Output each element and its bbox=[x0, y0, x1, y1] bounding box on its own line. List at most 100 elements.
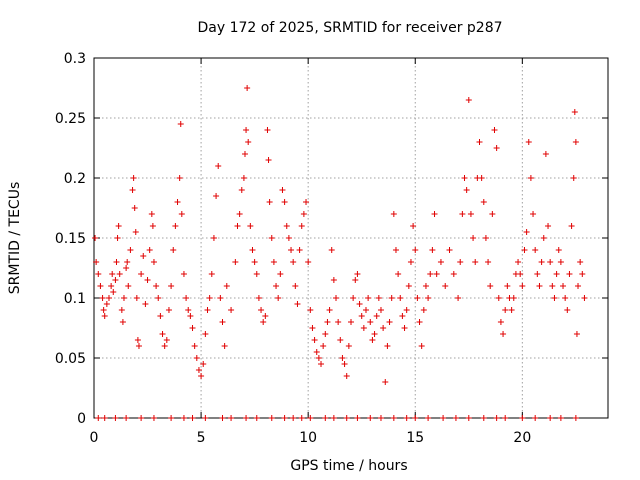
data-point bbox=[127, 247, 134, 253]
data-point bbox=[532, 247, 539, 253]
data-point bbox=[133, 295, 140, 301]
data-point bbox=[215, 163, 222, 169]
zero-data-point bbox=[465, 415, 472, 421]
data-point bbox=[313, 349, 320, 355]
data-point bbox=[135, 343, 142, 349]
data-point bbox=[457, 259, 464, 265]
data-point bbox=[482, 235, 489, 241]
zero-data-point bbox=[290, 415, 297, 421]
zero-data-point bbox=[330, 415, 337, 421]
data-point bbox=[157, 313, 164, 319]
data-point bbox=[540, 235, 547, 241]
zero-data-point bbox=[502, 415, 509, 421]
data-point bbox=[124, 259, 131, 265]
data-point bbox=[116, 271, 123, 277]
data-point bbox=[476, 139, 483, 145]
zero-data-point bbox=[202, 415, 209, 421]
zero-data-point bbox=[572, 415, 579, 421]
data-point bbox=[407, 259, 414, 265]
data-point bbox=[223, 283, 230, 289]
zero-data-point bbox=[440, 415, 447, 421]
data-point bbox=[392, 247, 399, 253]
zero-data-point bbox=[377, 415, 384, 421]
data-point bbox=[418, 343, 425, 349]
data-point bbox=[180, 271, 187, 277]
data-point bbox=[487, 283, 494, 289]
data-point bbox=[187, 313, 194, 319]
data-point bbox=[410, 223, 417, 229]
data-point bbox=[281, 199, 288, 205]
data-point bbox=[95, 271, 102, 277]
data-point bbox=[536, 283, 543, 289]
zero-data-point bbox=[547, 415, 554, 421]
data-point bbox=[375, 295, 382, 301]
data-point bbox=[478, 175, 485, 181]
data-point bbox=[142, 301, 149, 307]
data-point bbox=[268, 235, 275, 241]
data-point bbox=[260, 319, 267, 325]
data-point bbox=[350, 295, 357, 301]
data-point bbox=[575, 283, 582, 289]
data-point bbox=[377, 307, 384, 313]
data-point bbox=[97, 283, 104, 289]
data-point bbox=[144, 277, 151, 283]
zero-data-point bbox=[253, 415, 260, 421]
data-point bbox=[303, 199, 310, 205]
data-point bbox=[200, 361, 207, 367]
data-point bbox=[560, 283, 567, 289]
data-point bbox=[491, 127, 498, 133]
data-point bbox=[165, 307, 172, 313]
data-point bbox=[549, 283, 556, 289]
data-point bbox=[204, 307, 211, 313]
data-point bbox=[442, 283, 449, 289]
data-point bbox=[294, 301, 301, 307]
data-point bbox=[315, 355, 322, 361]
data-point bbox=[103, 301, 110, 307]
data-point bbox=[510, 295, 517, 301]
data-point bbox=[198, 373, 205, 379]
data-point bbox=[362, 307, 369, 313]
data-point bbox=[202, 331, 209, 337]
data-point bbox=[519, 283, 526, 289]
data-point bbox=[564, 307, 571, 313]
data-point bbox=[367, 319, 374, 325]
data-point bbox=[273, 283, 280, 289]
data-point bbox=[414, 295, 421, 301]
data-point bbox=[337, 337, 344, 343]
data-point bbox=[240, 175, 247, 181]
data-point bbox=[161, 343, 168, 349]
data-point bbox=[159, 331, 166, 337]
zero-data-point bbox=[532, 415, 539, 421]
zero-data-point bbox=[180, 415, 187, 421]
data-point bbox=[523, 229, 530, 235]
grid-lines bbox=[94, 58, 608, 418]
data-point bbox=[365, 295, 372, 301]
zero-data-point bbox=[189, 415, 196, 421]
zero-data-point bbox=[493, 415, 500, 421]
data-point bbox=[339, 355, 346, 361]
data-point bbox=[573, 331, 580, 337]
data-point bbox=[521, 247, 528, 253]
data-point bbox=[253, 271, 260, 277]
data-point bbox=[150, 259, 157, 265]
data-point bbox=[547, 259, 554, 265]
data-point bbox=[100, 307, 107, 313]
data-point bbox=[172, 223, 179, 229]
zero-data-point bbox=[268, 415, 275, 421]
data-point bbox=[178, 211, 185, 217]
data-point bbox=[397, 295, 404, 301]
data-point bbox=[132, 229, 139, 235]
zero-data-point bbox=[425, 415, 432, 421]
data-point bbox=[502, 307, 509, 313]
data-point bbox=[401, 325, 408, 331]
zero-data-point bbox=[412, 415, 419, 421]
data-point bbox=[504, 283, 511, 289]
data-point bbox=[493, 145, 500, 151]
data-point bbox=[247, 223, 254, 229]
data-point bbox=[101, 313, 108, 319]
data-point bbox=[206, 295, 213, 301]
data-point bbox=[109, 271, 116, 277]
data-point bbox=[508, 307, 515, 313]
zero-data-point bbox=[298, 415, 305, 421]
